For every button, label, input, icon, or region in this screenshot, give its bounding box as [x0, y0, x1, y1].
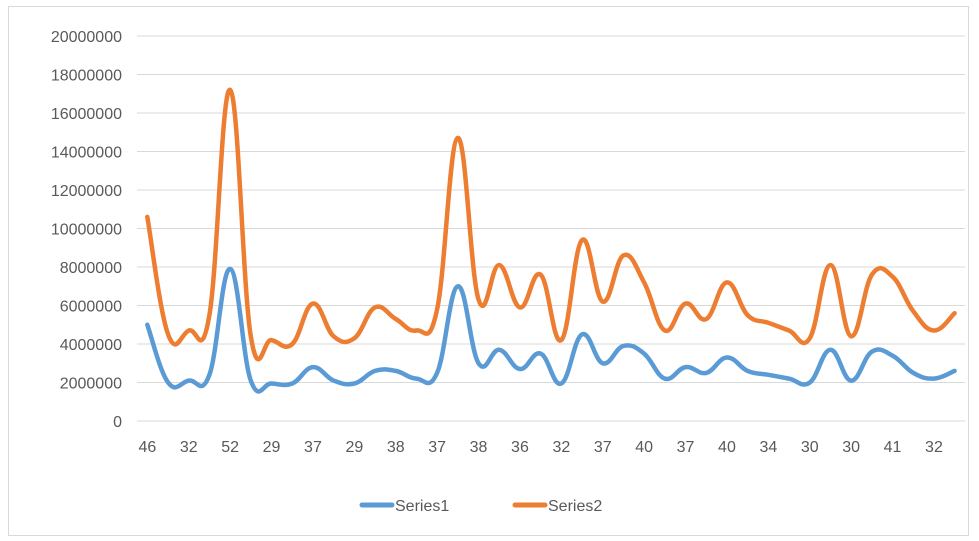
y-tick-label: 4000000 — [60, 337, 122, 354]
x-tick-label: 30 — [842, 439, 860, 456]
y-tick-label: 8000000 — [60, 260, 122, 277]
x-tick-label: 40 — [635, 439, 653, 456]
chart-area — [8, 6, 969, 536]
x-tick-label: 37 — [428, 439, 446, 456]
x-tick-label: 29 — [345, 439, 363, 456]
y-tick-label: 2000000 — [60, 376, 122, 393]
x-tick-label: 52 — [221, 439, 239, 456]
y-axis-ticks: 2000000018000000160000001400000012000000… — [51, 29, 122, 431]
series-line-2 — [145, 87, 957, 362]
x-tick-label: 34 — [759, 439, 777, 456]
legend: Series1 Series2 — [359, 498, 602, 515]
x-tick-label: 37 — [677, 439, 695, 456]
legend-label-2: Series2 — [548, 498, 602, 515]
x-tick-label: 32 — [180, 439, 198, 456]
y-tick-label: 6000000 — [60, 299, 122, 316]
x-axis-ticks: 46 32 52 29 37 29 38 37 38 36 32 37 40 37 40 34 30 30 41 32 — [138, 439, 942, 456]
x-tick-label: 32 — [552, 439, 570, 456]
gridlines — [137, 35, 965, 383]
y-tick-label: 14000000 — [51, 145, 122, 162]
x-tick-label: 38 — [470, 439, 488, 456]
y-tick-label: 0 — [113, 414, 122, 431]
series-line-1 — [145, 266, 957, 394]
y-tick-label: 18000000 — [51, 68, 122, 85]
y-tick-label: 16000000 — [51, 106, 122, 123]
x-tick-label: 36 — [511, 439, 529, 456]
x-tick-label: 37 — [594, 439, 612, 456]
y-tick-label: 10000000 — [51, 222, 122, 239]
x-tick-label: 41 — [884, 439, 902, 456]
x-tick-label: 40 — [718, 439, 736, 456]
x-tick-label: 46 — [138, 439, 156, 456]
x-tick-label: 37 — [304, 439, 322, 456]
x-tick-label: 32 — [925, 439, 943, 456]
legend-label-1: Series1 — [395, 498, 449, 515]
series-lines — [145, 87, 957, 394]
x-tick-label: 29 — [263, 439, 281, 456]
x-tick-label: 38 — [387, 439, 405, 456]
y-tick-label: 20000000 — [51, 29, 122, 46]
y-tick-label: 12000000 — [51, 183, 122, 200]
x-tick-label: 30 — [801, 439, 819, 456]
